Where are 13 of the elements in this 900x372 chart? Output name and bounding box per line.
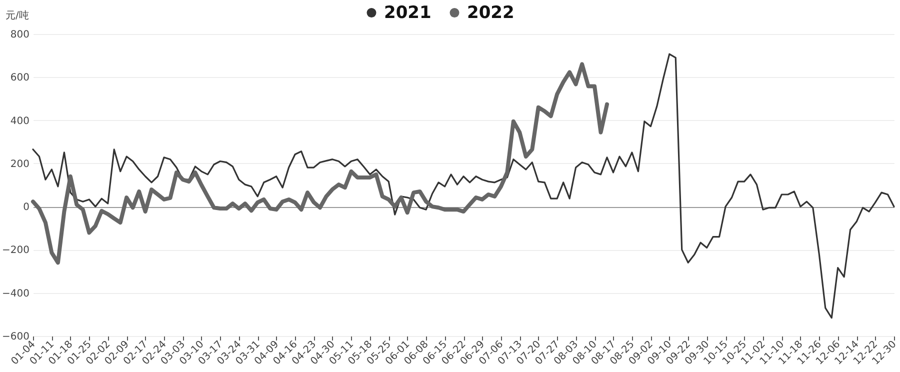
y-tick-label: 800 [10,30,30,40]
y-tick-label: 200 [10,158,30,170]
legend-label: 2022 [467,2,514,23]
y-tick-label: 600 [10,72,30,84]
line-series [31,62,609,265]
y-tick-label: 400 [10,116,30,127]
line-series [32,53,895,319]
y-tick-label: −200 [2,245,30,256]
y-axis-title: 元/吨 [6,10,29,22]
y-tick-label: −600 [2,332,30,342]
y-tick-label: 0 [23,202,30,214]
y-tick-label: −400 [2,288,30,300]
legend-label: 2021 [384,2,432,23]
